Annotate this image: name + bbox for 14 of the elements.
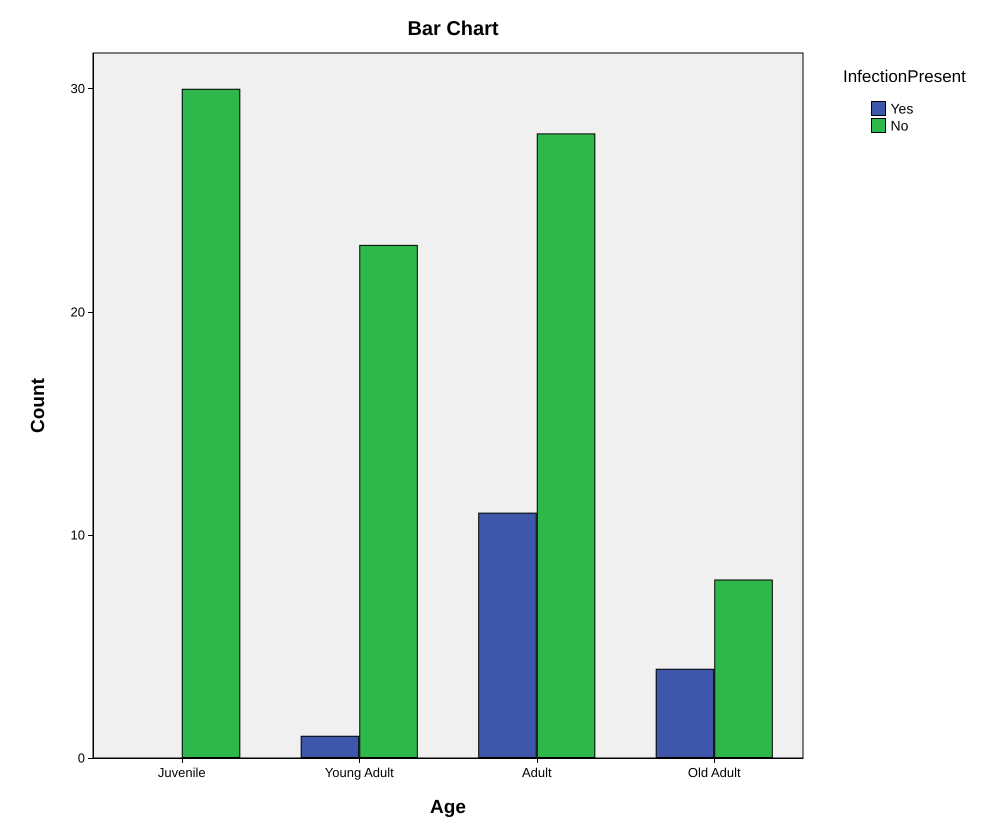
- x-tick-label: Adult: [522, 765, 552, 780]
- y-tick-label: 30: [70, 81, 85, 96]
- y-axis-title: Count: [28, 377, 49, 433]
- x-axis-title: Age: [430, 797, 466, 818]
- legend-title: InfectionPresent: [843, 67, 966, 86]
- y-tick-label: 20: [70, 304, 85, 320]
- x-tick-label: Juvenile: [158, 765, 206, 780]
- x-tick-label: Young Adult: [324, 765, 394, 780]
- chart-title: Bar Chart: [407, 18, 499, 40]
- legend-label: No: [890, 118, 909, 134]
- y-tick-label: 10: [70, 527, 85, 542]
- legend-label: Yes: [890, 100, 914, 116]
- x-tick-label: Old Adult: [688, 765, 742, 780]
- y-tick-label: 0: [78, 750, 85, 766]
